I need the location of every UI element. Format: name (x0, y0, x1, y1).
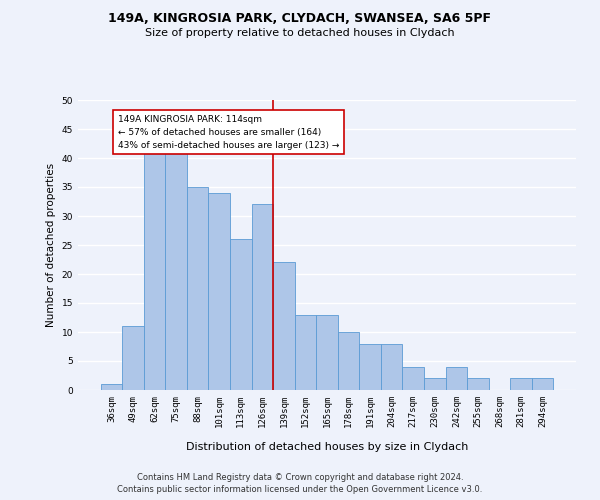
Bar (338, 332, 359, 390)
Bar (187, 187, 208, 390)
Text: Distribution of detached houses by size in Clydach: Distribution of detached houses by size … (186, 442, 468, 452)
Bar (208, 193, 230, 390)
Bar (467, 378, 488, 390)
Bar (446, 367, 467, 390)
Bar (122, 326, 144, 390)
Text: 149A, KINGROSIA PARK, CLYDACH, SWANSEA, SA6 5PF: 149A, KINGROSIA PARK, CLYDACH, SWANSEA, … (109, 12, 491, 26)
Bar (144, 152, 166, 390)
Bar (101, 384, 122, 390)
Text: Contains public sector information licensed under the Open Government Licence v3: Contains public sector information licen… (118, 485, 482, 494)
Bar (316, 314, 338, 390)
Bar (381, 344, 403, 390)
Bar (166, 152, 187, 390)
Text: Contains HM Land Registry data © Crown copyright and database right 2024.: Contains HM Land Registry data © Crown c… (137, 472, 463, 482)
Bar (424, 378, 446, 390)
Bar (251, 204, 273, 390)
Bar (359, 344, 381, 390)
Bar (510, 378, 532, 390)
Bar (403, 367, 424, 390)
Text: 149A KINGROSIA PARK: 114sqm
← 57% of detached houses are smaller (164)
43% of se: 149A KINGROSIA PARK: 114sqm ← 57% of det… (118, 114, 339, 150)
Bar (230, 239, 251, 390)
Y-axis label: Number of detached properties: Number of detached properties (46, 163, 56, 327)
Bar (295, 314, 316, 390)
Bar (532, 378, 553, 390)
Text: Size of property relative to detached houses in Clydach: Size of property relative to detached ho… (145, 28, 455, 38)
Bar (273, 262, 295, 390)
